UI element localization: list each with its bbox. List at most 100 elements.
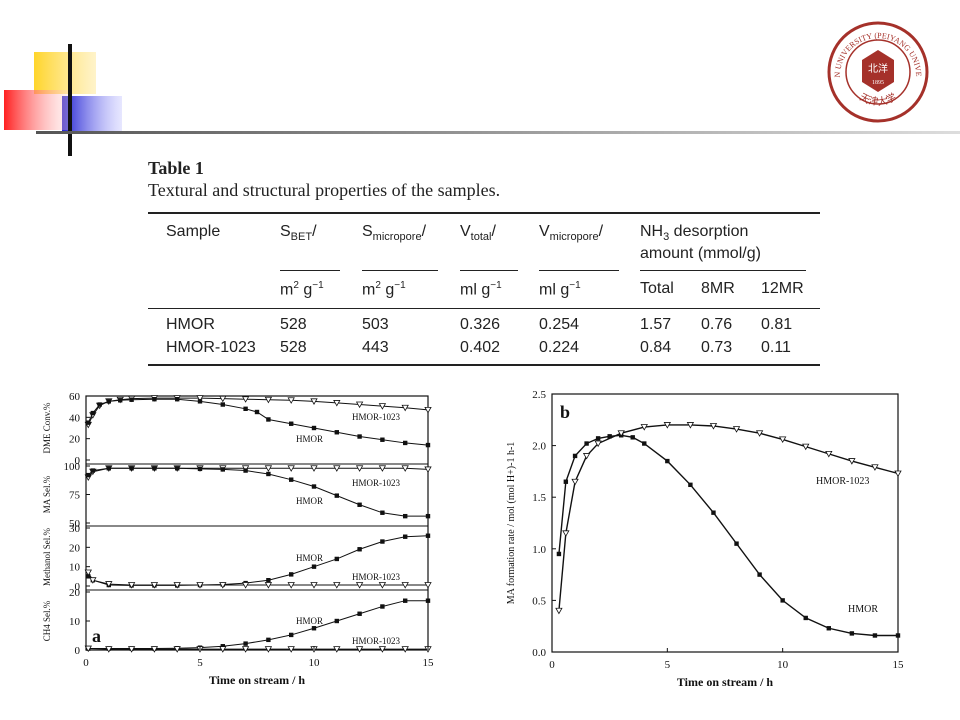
data-point — [241, 396, 250, 403]
data-point — [84, 645, 92, 653]
yellow-square — [34, 52, 96, 94]
data-point — [106, 399, 111, 404]
data-point — [403, 534, 408, 539]
x-tick-label: 0 — [83, 657, 89, 669]
data-point — [243, 406, 248, 411]
data-point — [333, 646, 341, 653]
data-point — [380, 510, 385, 515]
unit-sbet: m2 g−1 — [280, 280, 324, 299]
y-tick-label: 2.5 — [532, 389, 546, 401]
y-axis-label: DME Conv.% — [42, 402, 52, 453]
x-tick-label: 5 — [197, 657, 203, 669]
header-sample: Sample — [166, 223, 221, 240]
data-point — [311, 626, 317, 631]
data-point — [355, 646, 364, 653]
y-tick-label: 60 — [69, 391, 81, 403]
data-point — [378, 646, 387, 653]
data-point — [333, 400, 341, 407]
data-point — [825, 450, 833, 458]
data-point — [594, 440, 602, 448]
data-point — [86, 472, 91, 478]
y-tick-label: 0 — [75, 645, 81, 657]
x-tick-label: 0 — [549, 659, 555, 671]
data-point — [563, 479, 569, 484]
data-point — [401, 646, 409, 653]
data-point — [173, 646, 181, 653]
y-tick-label: 20 — [69, 542, 81, 554]
data-point — [403, 513, 408, 519]
y-axis-label: MA formation rate / mol (mol H+)-1 h-1 — [506, 442, 517, 605]
data-point — [266, 471, 271, 477]
data-point — [849, 631, 855, 636]
data-point — [572, 453, 578, 459]
table-cell: 0.402 — [460, 339, 501, 356]
table-cell: 528 — [280, 316, 307, 333]
data-point — [105, 581, 113, 588]
x-tick-label: 5 — [665, 659, 671, 671]
data-point — [97, 402, 102, 407]
data-point — [287, 465, 295, 472]
x-tick-label: 10 — [777, 659, 789, 671]
data-point — [196, 582, 204, 589]
svg-text:1895: 1895 — [872, 80, 884, 86]
data-point — [424, 466, 432, 474]
data-point — [642, 441, 647, 446]
panel-label: b — [560, 402, 570, 422]
data-point — [778, 436, 787, 444]
data-point — [152, 466, 157, 471]
data-point — [243, 641, 248, 646]
data-point — [84, 569, 92, 577]
y-tick-label: 0.5 — [532, 595, 546, 607]
table-row-sample: HMOR — [166, 316, 215, 333]
y-tick-label: 100 — [64, 461, 81, 473]
data-point — [220, 467, 225, 472]
data-point — [709, 423, 718, 430]
y-tick-label: 30 — [69, 523, 81, 535]
series-label: HMOR — [296, 434, 323, 444]
data-point — [595, 436, 601, 441]
data-point — [333, 465, 341, 472]
data-point — [665, 458, 670, 464]
table-cell: 0.76 — [701, 316, 733, 333]
table-caption: Textural and structural properties of th… — [148, 180, 501, 200]
data-point — [287, 397, 295, 404]
y-tick-label: 1.5 — [532, 492, 546, 504]
series-label: HMOR-1023 — [352, 478, 401, 488]
table-cell: 1.57 — [640, 316, 672, 333]
data-point — [264, 646, 273, 653]
data-point — [424, 406, 432, 414]
series-label: HMOR-1023 — [352, 636, 401, 646]
data-point — [266, 578, 271, 583]
data-point — [826, 626, 831, 631]
table-cell: 0.326 — [460, 316, 501, 333]
series-label: HMOR — [296, 553, 323, 563]
table-row-sample: HMOR-1023 — [166, 339, 256, 356]
data-point — [711, 510, 716, 515]
data-point — [424, 582, 432, 589]
data-point — [755, 430, 764, 437]
data-point — [334, 430, 339, 435]
data-point — [197, 399, 203, 404]
svg-text:天津大学: 天津大学 — [858, 90, 899, 108]
series-label: HMOR — [296, 496, 323, 506]
data-point — [106, 466, 111, 471]
data-point — [357, 611, 362, 616]
header-smicropore: Smicropore/ — [362, 223, 427, 244]
data-point — [173, 582, 181, 589]
data-point — [129, 397, 134, 402]
data-point — [848, 458, 856, 465]
data-point — [894, 470, 902, 478]
table-cell: 0.73 — [701, 339, 733, 356]
data-point — [90, 468, 96, 473]
header-sbet: SBET/ — [280, 223, 317, 244]
data-point — [734, 541, 739, 546]
y-tick-label: 40 — [69, 412, 81, 424]
data-point — [150, 582, 159, 589]
data-point — [630, 435, 635, 440]
figure-b-formation-rate-chart: 0.0 0.5 1.0 1.5 2.0 2.5 0 5 10 15 HMOR-1023 HMOR b Ti… — [506, 389, 904, 689]
series-line-hmor-1023 — [558, 424, 899, 611]
data-point — [895, 633, 901, 638]
series-label: HMOR — [296, 616, 323, 626]
data-point — [289, 572, 294, 577]
